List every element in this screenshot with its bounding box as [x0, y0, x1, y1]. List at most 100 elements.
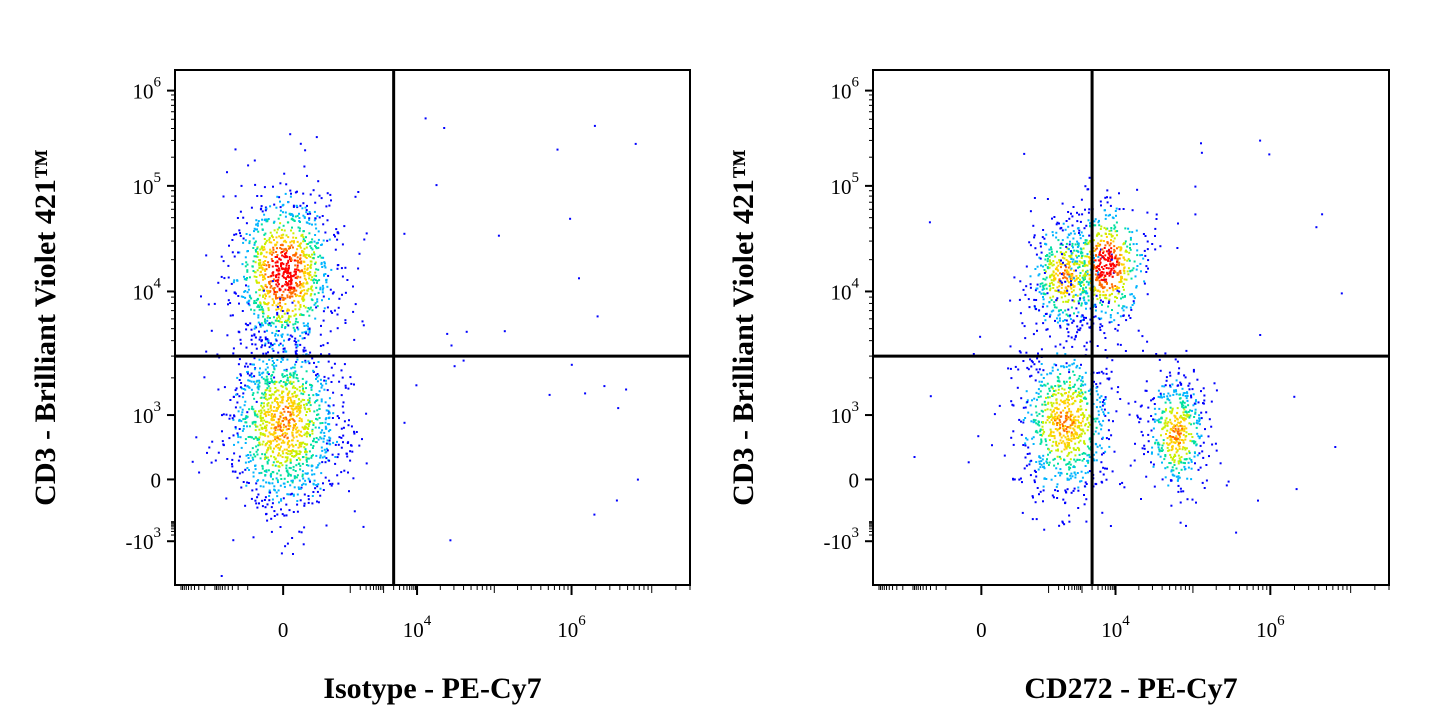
event-dot [256, 269, 259, 272]
event-dot [267, 408, 270, 411]
event-dot [285, 267, 288, 270]
event-dot [302, 236, 305, 239]
event-dot [1095, 244, 1098, 247]
event-dot [258, 306, 261, 308]
event-dot [305, 423, 308, 426]
x-axis-ticks: 0 104 106 [180, 585, 691, 642]
event-dot [1088, 470, 1091, 473]
event-dot [1064, 425, 1067, 427]
event-dot [1104, 467, 1106, 470]
event-dot [1096, 393, 1099, 396]
event-dot [1033, 236, 1036, 239]
event-dot [1065, 380, 1068, 383]
event-dot [310, 241, 313, 244]
event-dot [271, 347, 274, 350]
event-dot [286, 323, 289, 326]
event-dot [284, 215, 287, 218]
event-dot [263, 238, 266, 240]
event-dot [1190, 478, 1193, 481]
event-dot [295, 431, 298, 434]
event-dot [1052, 295, 1055, 298]
event-dot [222, 195, 225, 198]
event-dot [1084, 208, 1086, 211]
event-dot [1152, 465, 1155, 468]
event-dot [1042, 287, 1045, 290]
event-dot [1105, 258, 1108, 261]
event-dot [1201, 450, 1204, 453]
event-dot [319, 286, 322, 289]
event-dot [241, 396, 244, 399]
event-dot [1041, 282, 1044, 285]
event-dot [1175, 475, 1178, 478]
event-dot [296, 439, 299, 442]
event-dot [1059, 474, 1062, 477]
event-dot [302, 238, 305, 241]
event-dot [254, 423, 257, 426]
event-dot [256, 413, 259, 416]
event-dot [1036, 414, 1039, 417]
event-dot [1049, 289, 1052, 292]
event-dot [313, 281, 316, 284]
event-dot [1053, 457, 1056, 460]
event-dot [281, 390, 284, 393]
event-dot [286, 394, 289, 396]
event-dot [1047, 402, 1050, 405]
event-dot [1099, 299, 1102, 302]
event-dot [1176, 438, 1179, 441]
event-dot [332, 291, 335, 294]
event-dot [302, 298, 305, 301]
event-dot [277, 316, 280, 318]
event-dot [292, 204, 295, 207]
event-dot [1054, 319, 1056, 322]
event-dot [1098, 219, 1100, 222]
event-dot [453, 365, 456, 368]
event-dot [1105, 367, 1108, 370]
event-dot [284, 192, 287, 195]
event-dot [1050, 246, 1052, 249]
event-dot [1079, 278, 1081, 281]
event-dot [1169, 406, 1172, 409]
event-dot [1094, 309, 1097, 312]
event-dot [1057, 385, 1060, 388]
event-dot [1129, 248, 1132, 251]
event-dot [293, 220, 296, 222]
event-dot [329, 437, 332, 440]
event-dot [325, 205, 328, 208]
event-dot [1067, 391, 1070, 394]
event-dot [1058, 431, 1061, 434]
event-dot [264, 218, 267, 221]
event-dot [292, 385, 295, 388]
event-dot [286, 432, 289, 435]
event-dot [321, 449, 324, 452]
event-dot [320, 400, 323, 403]
event-dot [1071, 397, 1073, 400]
event-dot [1073, 448, 1076, 451]
event-dot [262, 278, 265, 281]
event-dot [279, 304, 282, 307]
event-dot [1115, 221, 1118, 224]
event-dot [316, 466, 319, 469]
event-dot [1093, 264, 1096, 267]
event-dot [1057, 448, 1059, 451]
event-dot [301, 249, 304, 252]
event-dot [314, 441, 317, 444]
event-dot [1142, 233, 1145, 235]
event-dot [1078, 433, 1081, 436]
event-dot [1087, 256, 1090, 258]
event-dot [326, 285, 329, 288]
event-dot [1102, 268, 1105, 270]
event-dot [262, 276, 264, 279]
event-dot [328, 297, 330, 300]
event-dot [1067, 299, 1070, 302]
event-dot [261, 467, 264, 470]
event-dot [1115, 254, 1118, 257]
event-dot [214, 459, 217, 462]
event-dot [1097, 221, 1100, 224]
event-dot [310, 247, 313, 249]
event-dot [1293, 395, 1296, 398]
event-dot [1194, 440, 1197, 443]
event-dot [261, 427, 264, 430]
event-dot [317, 230, 320, 233]
event-dot [305, 253, 308, 256]
event-dot [309, 306, 312, 309]
